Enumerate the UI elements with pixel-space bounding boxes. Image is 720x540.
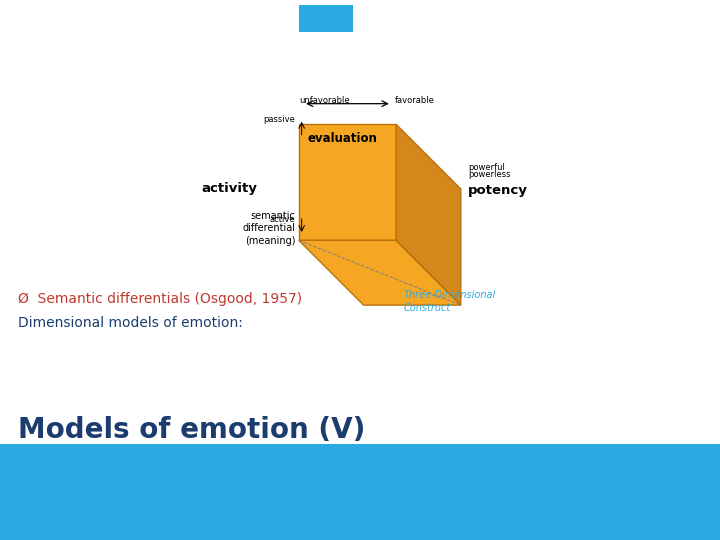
- Text: favorable: favorable: [395, 96, 435, 105]
- Text: potency: potency: [468, 184, 528, 197]
- Polygon shape: [396, 124, 461, 305]
- Text: evaluation: evaluation: [307, 132, 377, 145]
- Bar: [0, 451, 720, 540]
- Text: powerful: powerful: [468, 163, 505, 172]
- Text: powerless: powerless: [468, 170, 510, 179]
- Text: activity: activity: [202, 181, 258, 194]
- Text: semantic
differential
(meaning): semantic differential (meaning): [242, 211, 295, 246]
- Text: active: active: [269, 215, 295, 224]
- Bar: [299, 5, 353, 32]
- Text: Models of emotion (V): Models of emotion (V): [18, 416, 365, 444]
- Text: Ø  Semantic differentials (Osgood, 1957): Ø Semantic differentials (Osgood, 1957): [18, 292, 302, 306]
- Bar: [0, 444, 720, 451]
- Polygon shape: [299, 124, 396, 240]
- Text: passive: passive: [264, 116, 295, 124]
- Text: unfavorable: unfavorable: [300, 96, 350, 105]
- Polygon shape: [299, 240, 461, 305]
- Text: Dimensional models of emotion:: Dimensional models of emotion:: [18, 316, 243, 330]
- Text: Three-Dimensional
Construct: Three-Dimensional Construct: [403, 291, 495, 313]
